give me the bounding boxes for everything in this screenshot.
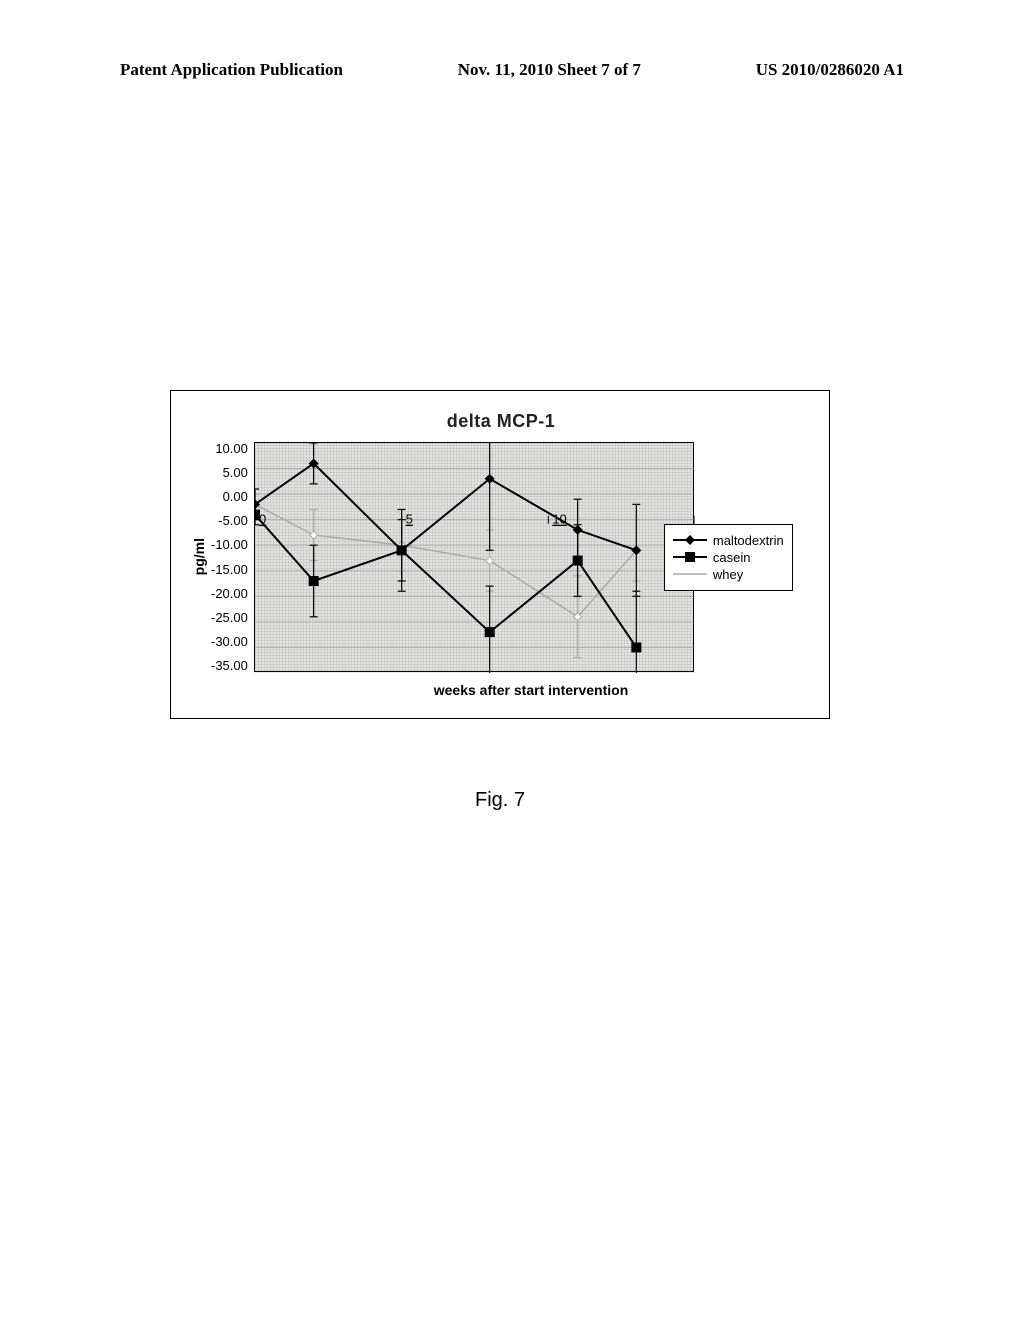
legend-label: maltodextrin [713, 533, 784, 548]
figure-caption: Fig. 7 [170, 789, 830, 812]
legend: maltodextrin casein whey [664, 524, 793, 591]
svg-text:5: 5 [406, 512, 413, 527]
legend-swatch-diamond-icon [673, 533, 707, 547]
legend-item-casein: casein [673, 550, 784, 565]
legend-label: whey [713, 567, 743, 582]
legend-swatch-square-icon [673, 550, 707, 564]
legend-label: casein [713, 550, 751, 565]
chart-title: delta MCP-1 [191, 411, 811, 432]
legend-item-whey: whey [673, 567, 784, 582]
chart-body: pg/ml 10.00 5.00 0.00 -5.00 -10.00 -15.0… [191, 442, 811, 672]
y-axis-ticks: 10.00 5.00 0.00 -5.00 -10.00 -15.00 -20.… [211, 442, 248, 672]
x-axis-label: weeks after start intervention [251, 682, 811, 698]
y-axis-label: pg/ml [191, 538, 207, 575]
ytick: -5.00 [211, 514, 248, 527]
header-right: US 2010/0286020 A1 [756, 60, 904, 80]
legend-item-maltodextrin: maltodextrin [673, 533, 784, 548]
plot-area: 051015 [254, 442, 694, 672]
ytick: -20.00 [211, 587, 248, 600]
figure-7: delta MCP-1 pg/ml 10.00 5.00 0.00 -5.00 … [170, 390, 830, 812]
ytick: 10.00 [211, 442, 248, 455]
ytick: 0.00 [211, 490, 248, 503]
header-left: Patent Application Publication [120, 60, 343, 80]
legend-swatch-line-icon [673, 567, 707, 581]
chart-svg: 051015 [255, 443, 695, 673]
ytick: -10.00 [211, 538, 248, 551]
header-center: Nov. 11, 2010 Sheet 7 of 7 [458, 60, 641, 80]
ytick: -30.00 [211, 635, 248, 648]
ytick: -35.00 [211, 659, 248, 672]
ytick: 5.00 [211, 466, 248, 479]
chart-container: delta MCP-1 pg/ml 10.00 5.00 0.00 -5.00 … [170, 390, 830, 719]
ytick: -25.00 [211, 611, 248, 624]
ytick: -15.00 [211, 563, 248, 576]
page-header: Patent Application Publication Nov. 11, … [0, 60, 1024, 80]
